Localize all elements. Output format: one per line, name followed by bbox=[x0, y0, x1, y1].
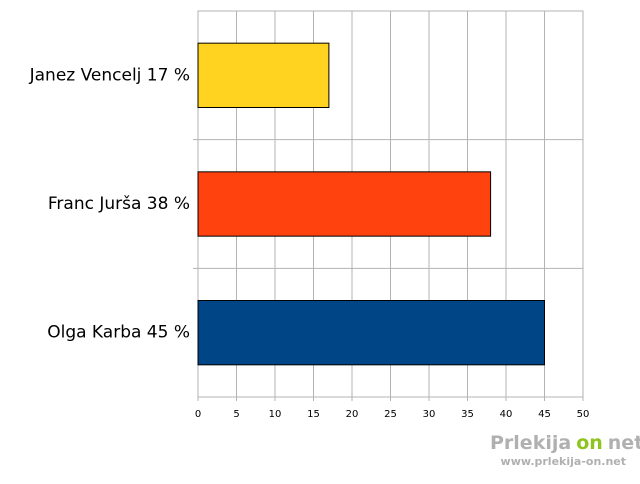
x-tick-label: 0 bbox=[195, 409, 201, 420]
x-tick-label: 5 bbox=[233, 409, 239, 420]
bar bbox=[197, 171, 492, 237]
y-tick-label: Janez Vencelj 17 % bbox=[29, 65, 190, 85]
bar bbox=[197, 42, 330, 109]
watermark-part: net bbox=[608, 432, 640, 454]
y-tick-label: Franc Jurša 38 % bbox=[48, 194, 190, 214]
x-tick-label: 30 bbox=[423, 409, 436, 420]
watermark-part: Prlekija bbox=[490, 432, 571, 454]
x-tick-label: 25 bbox=[384, 409, 397, 420]
x-tick-label: 50 bbox=[577, 409, 590, 420]
x-tick-label: 15 bbox=[307, 409, 320, 420]
watermark-brand: Prlekija on net bbox=[490, 432, 640, 454]
watermark: Prlekija on net www.prlekija-on.net bbox=[490, 432, 640, 469]
watermark-part: on bbox=[576, 432, 603, 454]
y-tick-label: Olga Karba 45 % bbox=[47, 323, 190, 343]
bar bbox=[197, 300, 545, 366]
x-tick-label: 20 bbox=[346, 409, 359, 420]
x-tick-label: 35 bbox=[461, 409, 474, 420]
watermark-url: www.prlekija-on.net bbox=[501, 455, 626, 468]
x-tick-label: 45 bbox=[538, 409, 551, 420]
x-tick-label: 40 bbox=[500, 409, 513, 420]
x-tick-label: 10 bbox=[269, 409, 282, 420]
